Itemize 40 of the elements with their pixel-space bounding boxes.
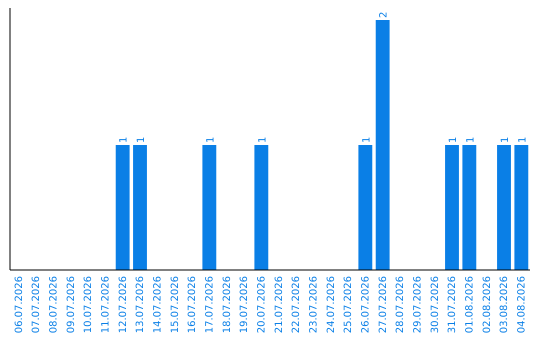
x-tick-label: 12.07.2026 [118, 276, 129, 334]
data-label: 1 [205, 136, 216, 143]
data-label: 1 [517, 136, 528, 143]
x-tick-label: 10.07.2026 [83, 276, 94, 334]
data-label: 2 [378, 12, 390, 18]
x-tick-label: 11.07.2026 [100, 276, 112, 334]
x-tick-label: 04.08.2026 [516, 276, 528, 334]
x-tick-label: 03.08.2026 [499, 276, 510, 334]
x-tick-label: 06.07.2026 [14, 276, 25, 334]
x-tick-label: 09.07.2026 [66, 276, 77, 334]
x-tick-label: 23.07.2026 [308, 276, 320, 334]
x-tick-label: 21.07.2026 [274, 276, 285, 334]
x-tick-label: 28.07.2026 [395, 276, 406, 334]
data-label: 1 [361, 136, 372, 143]
x-tick-label: 01.08.2026 [464, 276, 476, 334]
x-tick-label: 17.07.2026 [204, 276, 216, 334]
data-label: 1 [118, 136, 130, 143]
x-tick-label: 02.08.2026 [482, 276, 493, 334]
x-tick-label: 13.07.2026 [135, 276, 146, 334]
x-tick-label: 19.07.2026 [239, 276, 250, 334]
x-tick-label: 27.07.2026 [378, 276, 389, 334]
x-tick-label: 26.07.2026 [360, 276, 372, 334]
x-tick-label: 25.07.2026 [343, 276, 354, 334]
data-label: 1 [136, 136, 147, 143]
x-tick-label: 31.07.2026 [447, 276, 458, 334]
x-tick-label: 18.07.2026 [222, 276, 233, 334]
x-tick-label: 29.07.2026 [412, 276, 424, 334]
x-tick-label: 20.07.2026 [256, 276, 268, 334]
x-tick-label: 22.07.2026 [291, 276, 302, 334]
x-tick-label: 16.07.2026 [187, 276, 198, 334]
x-tick-label: 08.07.2026 [48, 276, 60, 334]
data-label: 1 [448, 136, 459, 143]
data-label: 1 [465, 136, 476, 143]
data-label: 1 [500, 136, 511, 143]
x-tick-label: 07.07.2026 [31, 276, 42, 334]
x-tick-label: 30.07.2026 [430, 276, 441, 334]
x-tick-label: 15.07.2026 [170, 276, 181, 334]
x-tick-label: 14.07.2026 [152, 276, 164, 334]
x-tick-label: 24.07.2026 [326, 276, 337, 334]
data-label: 1 [257, 136, 268, 143]
